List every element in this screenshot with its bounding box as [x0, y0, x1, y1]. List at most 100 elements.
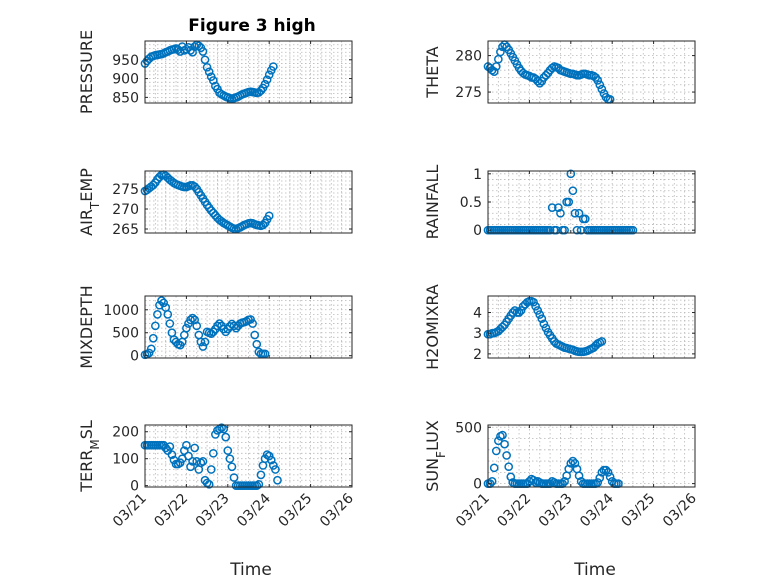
- y-tick-label: 4: [473, 306, 482, 322]
- data-point: [153, 310, 162, 319]
- data-point: [271, 465, 280, 474]
- panel-rainfall-y-axis-label: RAINFALL: [423, 165, 442, 240]
- data-point: [190, 42, 200, 51]
- panel-air-temp-y-axis-label: AIRTEMP: [77, 168, 102, 236]
- data-point: [628, 225, 638, 235]
- data-point: [223, 446, 233, 455]
- panel-rainfall-markers: [483, 169, 638, 235]
- data-point: [580, 214, 590, 224]
- data-point: [194, 41, 204, 51]
- panel-mixdepth-markers: [140, 296, 270, 360]
- data-point: [508, 308, 518, 317]
- data-point: [531, 301, 540, 311]
- x-tick-label: 03/25: [276, 491, 316, 531]
- y-tick-label: 900: [112, 72, 139, 88]
- data-point: [489, 67, 499, 76]
- data-point: [516, 306, 526, 315]
- y-tick-label: 275: [455, 85, 482, 101]
- y-tick-label: 500: [455, 420, 482, 436]
- data-point: [208, 448, 218, 458]
- data-point: [541, 323, 551, 333]
- data-point: [593, 478, 603, 487]
- data-point: [264, 211, 274, 221]
- data-point: [605, 472, 615, 482]
- data-point: [202, 62, 212, 72]
- data-point: [551, 225, 561, 235]
- data-point: [200, 337, 210, 347]
- x-axis-label-left: Time: [229, 560, 272, 580]
- data-point: [595, 473, 605, 483]
- data-point: [541, 70, 551, 80]
- data-point: [157, 296, 166, 305]
- data-point: [601, 465, 611, 475]
- y-tick-label: 0: [473, 223, 482, 239]
- data-point: [190, 443, 200, 453]
- y-tick-label: 270: [112, 202, 139, 218]
- data-point: [167, 450, 177, 460]
- data-point: [539, 319, 549, 329]
- data-point: [186, 462, 195, 472]
- data-point: [188, 313, 197, 323]
- panel-sun-flux-plot-area: [488, 425, 695, 487]
- data-point: [227, 462, 237, 472]
- y-tick-label: 500: [112, 326, 139, 342]
- x-tick-label: 03/26: [660, 490, 700, 530]
- panel-pressure-y-axis-label: PRESSURE: [77, 30, 96, 114]
- panel-h2omixra-markers: [483, 296, 607, 357]
- data-point: [163, 310, 173, 319]
- data-point: [514, 308, 524, 317]
- data-point: [554, 203, 563, 212]
- x-tick-label: 03/25: [619, 491, 659, 531]
- data-point: [556, 208, 565, 218]
- data-point: [566, 458, 576, 468]
- data-point: [148, 333, 158, 343]
- data-point: [266, 455, 276, 465]
- panel-h2omixra: 2 3 4 H2OMIXRA: [423, 284, 696, 370]
- data-point: [260, 349, 270, 359]
- y-tick-label: 3: [473, 326, 482, 342]
- data-point: [498, 430, 507, 440]
- data-point: [500, 439, 509, 449]
- y-tick-label: 850: [112, 90, 139, 106]
- data-point: [595, 80, 605, 90]
- data-point: [260, 79, 270, 89]
- data-point: [165, 319, 175, 328]
- data-point: [560, 225, 569, 235]
- y-tick-label: 1: [473, 167, 482, 183]
- data-point: [144, 348, 154, 358]
- data-point: [566, 169, 576, 179]
- data-point: [491, 446, 501, 456]
- data-point: [248, 319, 257, 328]
- x-tick-label: 03/24: [234, 490, 274, 530]
- y-tick-label: 265: [112, 222, 139, 238]
- y-tick-label: 1000: [103, 303, 139, 319]
- data-point: [574, 208, 584, 218]
- x-tick-label: 03/26: [317, 490, 357, 530]
- data-point: [188, 47, 197, 57]
- data-point: [496, 47, 505, 57]
- panel-sun-flux: 0 500 03/21 03/22 03/23 03/24 03/25 03/26 SUNFLU…: [423, 420, 700, 530]
- data-point: [262, 75, 272, 85]
- data-point: [190, 182, 200, 191]
- panel-pressure-axes-box: [144, 40, 353, 104]
- x-tick-label: 03/22: [151, 491, 191, 531]
- data-point: [215, 319, 224, 328]
- x-tick-label: 03/22: [494, 491, 534, 531]
- panel-air-temp-grid: [144, 171, 353, 234]
- panel-terr-msl-y-axis-label: TERRMSL: [77, 420, 102, 493]
- data-point: [568, 186, 578, 196]
- data-point: [574, 471, 584, 481]
- x-axis-label-right: Time: [573, 560, 616, 580]
- panel-sun-flux-grid: [487, 425, 696, 487]
- y-tick-label: 950: [112, 53, 139, 69]
- data-point: [498, 322, 507, 332]
- data-point: [196, 337, 206, 347]
- data-point: [229, 473, 239, 482]
- panel-rainfall: 0 0.5 1 RAINFALL: [423, 165, 696, 240]
- data-point: [182, 323, 191, 333]
- data-point: [198, 342, 208, 351]
- data-point: [165, 442, 175, 451]
- x-tick-label: 03/24: [577, 490, 617, 530]
- data-point: [208, 76, 218, 85]
